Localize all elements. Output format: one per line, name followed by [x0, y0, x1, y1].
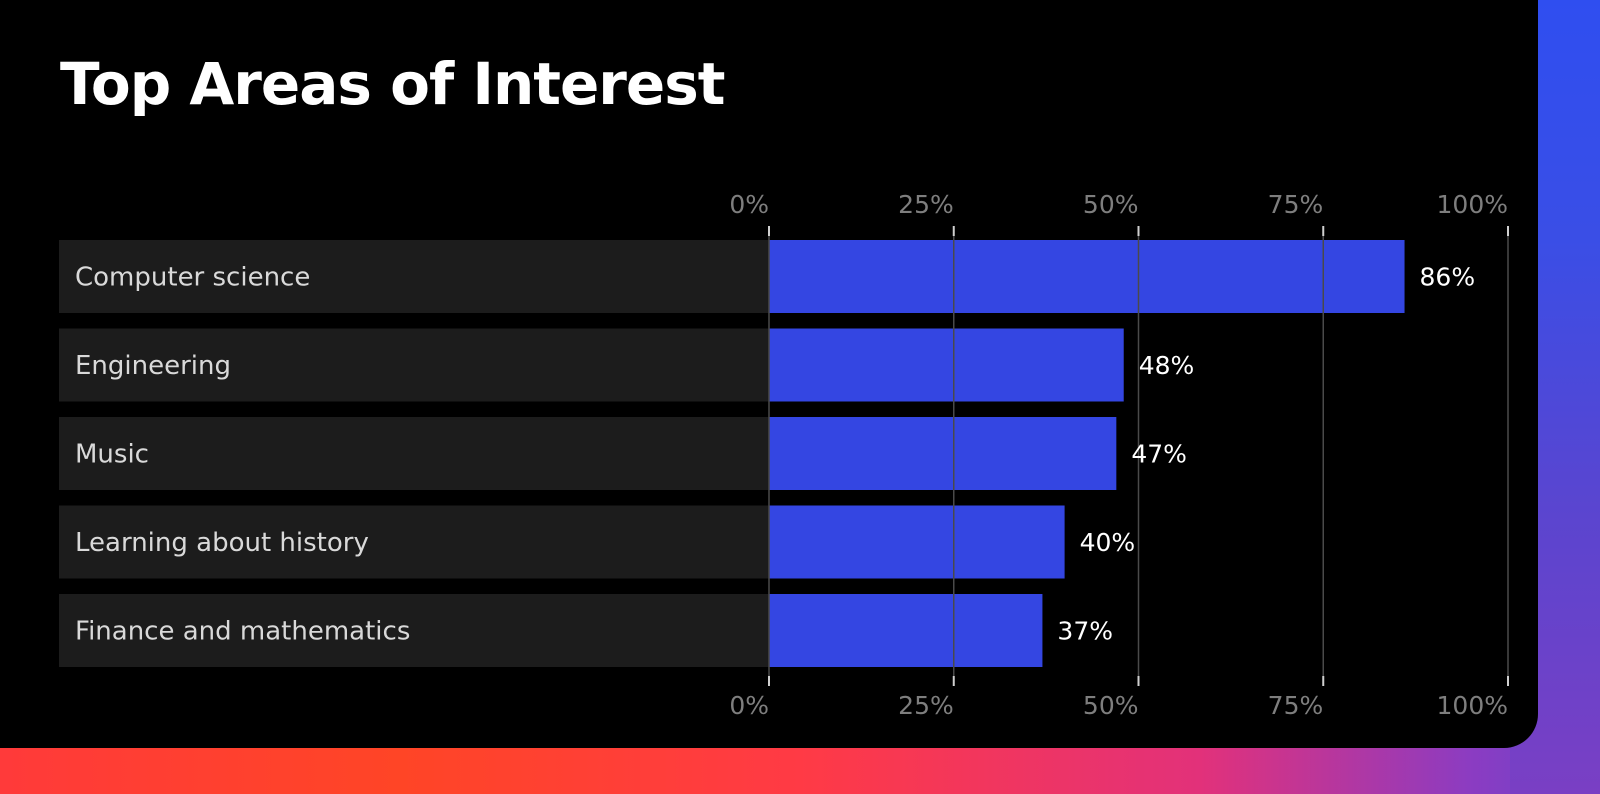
row-backgrounds: [59, 240, 769, 667]
category-label: Engineering: [75, 351, 231, 381]
category-label: Computer science: [75, 263, 310, 293]
tick-label-top: 50%: [1083, 190, 1139, 219]
row-background: [59, 328, 769, 402]
tick-label-bottom: 100%: [1437, 691, 1508, 720]
bar: [769, 594, 1043, 667]
category-label: Finance and mathematics: [75, 617, 410, 647]
value-label: 40%: [1080, 528, 1136, 557]
row-background: [59, 417, 769, 490]
row-background: [59, 505, 769, 579]
gridlines: [768, 226, 1509, 686]
labels: Computer science 86% Engineering 48% Music 47…: [75, 190, 1508, 720]
chart-panel: Top Areas of Interest Computer science 86…: [0, 0, 1538, 748]
bar: [769, 505, 1065, 579]
tick-label-top: 25%: [898, 190, 954, 219]
row-background: [59, 240, 769, 313]
value-label: 47%: [1131, 440, 1187, 469]
category-label: Music: [75, 440, 149, 470]
row-background: [59, 594, 769, 667]
bars: [769, 240, 1405, 667]
bar: [769, 328, 1124, 402]
value-label: 48%: [1139, 351, 1195, 380]
bar: [769, 240, 1405, 313]
tick-label-bottom: 25%: [898, 691, 954, 720]
chart-title: Top Areas of Interest: [60, 50, 725, 118]
tick-label-top: 75%: [1268, 190, 1324, 219]
bar: [769, 417, 1117, 490]
value-label: 86%: [1420, 263, 1476, 292]
tick-label-bottom: 0%: [729, 691, 769, 720]
category-label: Learning about history: [75, 528, 369, 558]
tick-label-top: 100%: [1437, 190, 1508, 219]
tick-label-bottom: 75%: [1268, 691, 1324, 720]
value-label: 37%: [1057, 617, 1113, 646]
bar-chart: Computer science 86% Engineering 48% Music 47…: [59, 190, 1509, 720]
tick-label-top: 0%: [729, 190, 769, 219]
tick-label-bottom: 50%: [1083, 691, 1139, 720]
